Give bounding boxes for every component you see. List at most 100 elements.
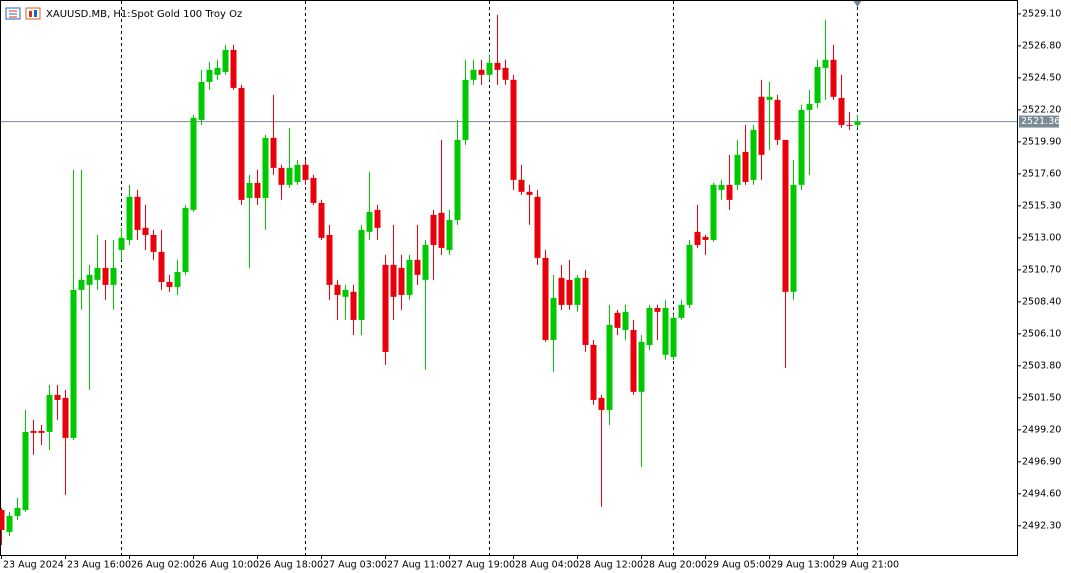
x-tick-label: 23 Aug 2024 <box>3 560 64 571</box>
y-tick-label: 2510.70 <box>1022 264 1061 275</box>
candle-body <box>6 515 13 532</box>
candle-body <box>846 124 853 126</box>
candle-body <box>246 182 253 198</box>
y-tick-label: 2496.90 <box>1022 456 1061 467</box>
x-tick-label: 29 Aug 21:00 <box>835 560 899 571</box>
y-tick-label: 2529.10 <box>1022 8 1061 19</box>
candle-body <box>238 87 245 200</box>
candle-body <box>742 151 749 182</box>
y-tick-label: 2508.40 <box>1022 296 1061 307</box>
candle-body <box>582 277 589 345</box>
candle-body <box>158 251 165 282</box>
candle-body <box>486 62 493 75</box>
candle-body <box>382 264 389 352</box>
candle-body <box>254 182 261 198</box>
candle-body <box>590 344 597 400</box>
candle-body <box>790 184 797 292</box>
x-tick-label: 26 Aug 02:00 <box>131 560 195 571</box>
x-tick-label: 26 Aug 18:00 <box>259 560 323 571</box>
candle-body <box>166 281 173 287</box>
shift-marker <box>853 1 862 7</box>
candle-body <box>102 267 109 285</box>
candle-body <box>30 430 37 433</box>
candle-body <box>318 202 325 238</box>
candle-body <box>558 277 565 305</box>
candle-body <box>710 184 717 240</box>
candle-body <box>694 231 701 245</box>
y-tick-label: 2499.20 <box>1022 424 1061 435</box>
candle-body <box>686 244 693 305</box>
x-tick-label: 27 Aug 11:00 <box>387 560 451 571</box>
candle-body <box>806 103 813 110</box>
candle-body <box>502 67 509 80</box>
candle-body <box>70 289 77 438</box>
candle-body <box>606 324 613 410</box>
candle-body <box>270 137 277 168</box>
candle-body <box>182 207 189 272</box>
candle-body <box>734 154 741 185</box>
candle-body <box>854 121 861 125</box>
candle-body <box>134 196 141 230</box>
candle-body <box>614 312 621 328</box>
candle-body <box>54 394 61 400</box>
candle-body <box>470 69 477 80</box>
candle-body <box>494 62 501 70</box>
candle-body <box>62 397 69 438</box>
candle-body <box>446 219 453 250</box>
candle-body <box>406 259 413 295</box>
candle-body <box>110 267 117 285</box>
candle-body <box>838 97 845 125</box>
y-tick-label: 2513.00 <box>1022 232 1061 243</box>
last-price-box <box>1019 115 1059 128</box>
candle-body <box>462 79 469 140</box>
candle-body <box>678 304 685 318</box>
candle-body <box>118 237 125 250</box>
candle-body <box>438 212 445 248</box>
candle-body <box>478 69 485 75</box>
y-tick-label: 2494.60 <box>1022 488 1061 499</box>
candle-body <box>214 67 221 75</box>
x-tick-label: 28 Aug 04:00 <box>515 560 579 571</box>
candle-body <box>454 139 461 220</box>
y-tick-label: 2515.30 <box>1022 200 1061 211</box>
candle-body <box>150 234 157 252</box>
candle-body <box>766 96 773 100</box>
candle-body <box>654 307 661 312</box>
candle-body <box>566 279 573 305</box>
x-tick-label: 29 Aug 05:00 <box>707 560 771 571</box>
candle-body <box>798 109 805 185</box>
candle-body <box>190 117 197 210</box>
candle-body <box>542 257 549 340</box>
x-tick-label: 28 Aug 12:00 <box>579 560 643 571</box>
y-tick-label: 2517.60 <box>1022 168 1061 179</box>
plot-frame <box>0 0 1018 556</box>
candle-body <box>310 177 317 203</box>
x-tick-label: 28 Aug 20:00 <box>643 560 707 571</box>
candles <box>0 14 861 545</box>
candle-body <box>302 164 309 180</box>
candle-body <box>782 139 789 292</box>
candle-body <box>206 69 213 82</box>
icon-chart <box>25 7 41 20</box>
candle-body <box>286 167 293 185</box>
candle-body <box>662 307 669 355</box>
icon-bar <box>34 10 37 17</box>
candle-body <box>422 244 429 280</box>
candle-body <box>646 307 653 345</box>
last-price-label: 2521.36 <box>1021 116 1060 127</box>
x-tick-label: 26 Aug 10:00 <box>195 560 259 571</box>
y-tick-label: 2522.20 <box>1022 104 1061 115</box>
candle-body <box>758 96 765 155</box>
y-tick-label: 2503.80 <box>1022 360 1061 371</box>
candle-body <box>294 164 301 182</box>
candle-body <box>550 297 557 340</box>
y-tick-label: 2526.80 <box>1022 40 1061 51</box>
x-tick-label: 23 Aug 16:00 <box>67 560 131 571</box>
candle-body <box>350 291 357 320</box>
candle-body <box>622 311 629 330</box>
candle-body <box>326 234 333 285</box>
description: Spot Gold 100 Troy Oz <box>131 9 242 20</box>
candle-body <box>366 211 373 232</box>
candle-body <box>230 49 237 88</box>
